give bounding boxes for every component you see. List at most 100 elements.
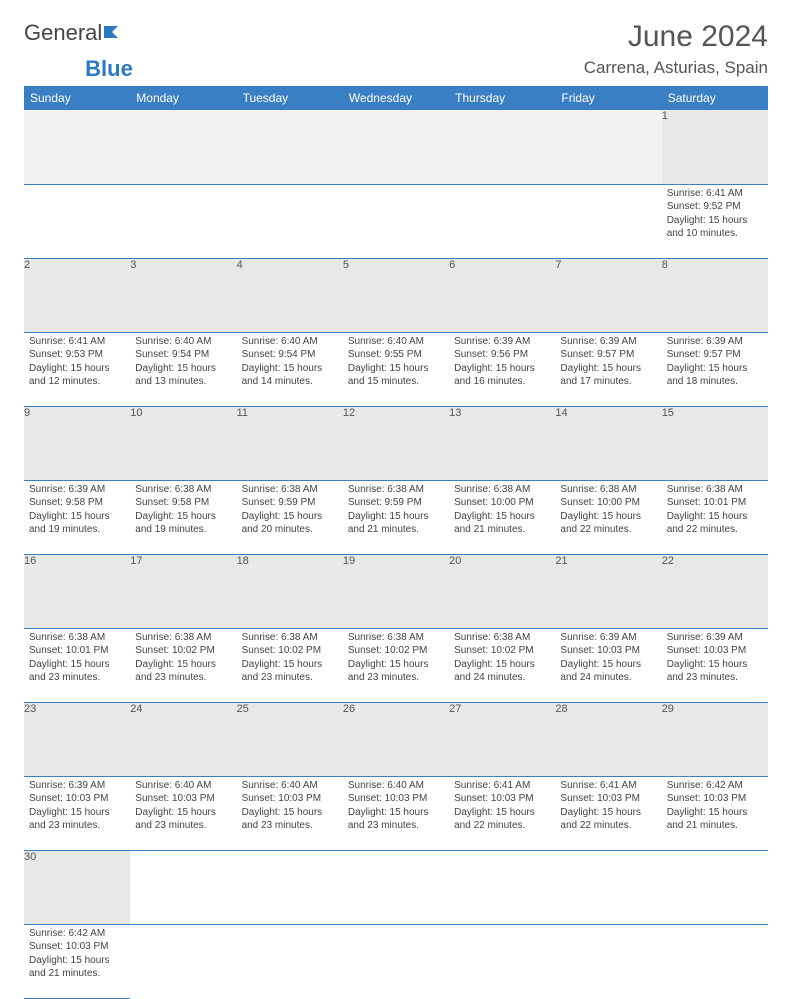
sunrise-text: Sunrise: 6:41 AM [560, 779, 656, 793]
flag-icon [104, 20, 124, 46]
day-details: Sunrise: 6:39 AMSunset: 9:57 PMDaylight:… [555, 333, 661, 393]
sunset-text: Sunset: 10:02 PM [454, 644, 550, 658]
day-content-cell [343, 924, 449, 998]
day-details: Sunrise: 6:40 AMSunset: 10:03 PMDaylight… [343, 777, 449, 837]
day-content-cell [237, 184, 343, 258]
sunrise-text: Sunrise: 6:38 AM [29, 631, 125, 645]
day-number-cell: 25 [237, 702, 343, 776]
day-content-cell [449, 184, 555, 258]
daylight-text-2: and 23 minutes. [242, 671, 338, 685]
day-number-cell: 14 [555, 406, 661, 480]
weekday-header: Sunday [24, 86, 130, 110]
daylight-text-1: Daylight: 15 hours [242, 806, 338, 820]
daylight-text-2: and 23 minutes. [135, 819, 231, 833]
sunset-text: Sunset: 10:00 PM [454, 496, 550, 510]
day-number-row: 30 [24, 850, 768, 924]
daylight-text-2: and 13 minutes. [135, 375, 231, 389]
day-number-cell: 9 [24, 406, 130, 480]
day-number-cell: 4 [237, 258, 343, 332]
day-number-cell [555, 850, 661, 924]
day-content-cell: Sunrise: 6:38 AMSunset: 10:01 PMDaylight… [662, 480, 768, 554]
day-content-cell [555, 924, 661, 998]
sunset-text: Sunset: 9:59 PM [242, 496, 338, 510]
day-details: Sunrise: 6:40 AMSunset: 10:03 PMDaylight… [237, 777, 343, 837]
day-number-cell: 22 [662, 554, 768, 628]
sunset-text: Sunset: 10:01 PM [29, 644, 125, 658]
day-number-cell [449, 110, 555, 184]
sunrise-text: Sunrise: 6:39 AM [454, 335, 550, 349]
day-number-cell: 24 [130, 702, 236, 776]
daylight-text-2: and 24 minutes. [560, 671, 656, 685]
day-number-cell: 2 [24, 258, 130, 332]
day-content-cell: Sunrise: 6:38 AMSunset: 10:02 PMDaylight… [449, 628, 555, 702]
sunset-text: Sunset: 10:03 PM [560, 644, 656, 658]
day-details: Sunrise: 6:39 AMSunset: 9:56 PMDaylight:… [449, 333, 555, 393]
daylight-text-1: Daylight: 15 hours [29, 510, 125, 524]
calendar-table: SundayMondayTuesdayWednesdayThursdayFrid… [24, 86, 768, 999]
daylight-text-2: and 21 minutes. [348, 523, 444, 537]
sunrise-text: Sunrise: 6:40 AM [135, 335, 231, 349]
day-number-cell [237, 850, 343, 924]
day-content-cell: Sunrise: 6:42 AMSunset: 10:03 PMDaylight… [662, 776, 768, 850]
daylight-text-2: and 18 minutes. [667, 375, 763, 389]
daylight-text-1: Daylight: 15 hours [135, 510, 231, 524]
day-content-cell: Sunrise: 6:39 AMSunset: 9:56 PMDaylight:… [449, 332, 555, 406]
sunset-text: Sunset: 9:52 PM [667, 200, 763, 214]
day-number-row: 16171819202122 [24, 554, 768, 628]
month-title: June 2024 [584, 20, 768, 54]
daylight-text-1: Daylight: 15 hours [29, 658, 125, 672]
daylight-text-2: and 21 minutes. [454, 523, 550, 537]
day-number-cell: 11 [237, 406, 343, 480]
sunset-text: Sunset: 10:02 PM [242, 644, 338, 658]
daylight-text-1: Daylight: 15 hours [560, 658, 656, 672]
logo-text-2: Blue [85, 56, 133, 81]
sunrise-text: Sunrise: 6:38 AM [454, 631, 550, 645]
sunset-text: Sunset: 9:56 PM [454, 348, 550, 362]
daylight-text-2: and 16 minutes. [454, 375, 550, 389]
day-number-cell [662, 850, 768, 924]
sunset-text: Sunset: 10:01 PM [667, 496, 763, 510]
day-content-cell [130, 184, 236, 258]
sunrise-text: Sunrise: 6:39 AM [29, 779, 125, 793]
logo: General [24, 20, 124, 46]
daylight-text-2: and 23 minutes. [29, 671, 125, 685]
sunset-text: Sunset: 10:03 PM [348, 792, 444, 806]
day-details: Sunrise: 6:41 AMSunset: 9:52 PMDaylight:… [662, 185, 768, 245]
daylight-text-2: and 19 minutes. [29, 523, 125, 537]
sunset-text: Sunset: 10:00 PM [560, 496, 656, 510]
daylight-text-2: and 22 minutes. [454, 819, 550, 833]
day-content-cell: Sunrise: 6:38 AMSunset: 9:59 PMDaylight:… [237, 480, 343, 554]
day-number-cell: 16 [24, 554, 130, 628]
daylight-text-2: and 23 minutes. [667, 671, 763, 685]
day-details: Sunrise: 6:40 AMSunset: 9:55 PMDaylight:… [343, 333, 449, 393]
day-number-row: 2345678 [24, 258, 768, 332]
day-details: Sunrise: 6:41 AMSunset: 10:03 PMDaylight… [555, 777, 661, 837]
day-number-cell: 10 [130, 406, 236, 480]
day-details: Sunrise: 6:41 AMSunset: 10:03 PMDaylight… [449, 777, 555, 837]
daylight-text-1: Daylight: 15 hours [348, 658, 444, 672]
daylight-text-2: and 20 minutes. [242, 523, 338, 537]
sunrise-text: Sunrise: 6:40 AM [242, 779, 338, 793]
sunset-text: Sunset: 9:53 PM [29, 348, 125, 362]
sunset-text: Sunset: 9:59 PM [348, 496, 444, 510]
day-details: Sunrise: 6:39 AMSunset: 9:58 PMDaylight:… [24, 481, 130, 541]
daylight-text-1: Daylight: 15 hours [667, 362, 763, 376]
day-number-cell [343, 850, 449, 924]
day-content-cell: Sunrise: 6:42 AMSunset: 10:03 PMDaylight… [24, 924, 130, 998]
sunset-text: Sunset: 10:03 PM [29, 792, 125, 806]
daylight-text-1: Daylight: 15 hours [667, 214, 763, 228]
daylight-text-1: Daylight: 15 hours [29, 806, 125, 820]
day-content-cell: Sunrise: 6:40 AMSunset: 9:54 PMDaylight:… [237, 332, 343, 406]
daylight-text-2: and 22 minutes. [667, 523, 763, 537]
day-content-cell: Sunrise: 6:38 AMSunset: 9:59 PMDaylight:… [343, 480, 449, 554]
sunrise-text: Sunrise: 6:38 AM [560, 483, 656, 497]
daylight-text-2: and 23 minutes. [242, 819, 338, 833]
day-number-cell: 6 [449, 258, 555, 332]
day-content-cell [662, 924, 768, 998]
sunrise-text: Sunrise: 6:39 AM [560, 631, 656, 645]
day-number-cell: 15 [662, 406, 768, 480]
daylight-text-2: and 21 minutes. [667, 819, 763, 833]
sunrise-text: Sunrise: 6:38 AM [242, 483, 338, 497]
day-number-cell: 28 [555, 702, 661, 776]
daylight-text-2: and 23 minutes. [29, 819, 125, 833]
